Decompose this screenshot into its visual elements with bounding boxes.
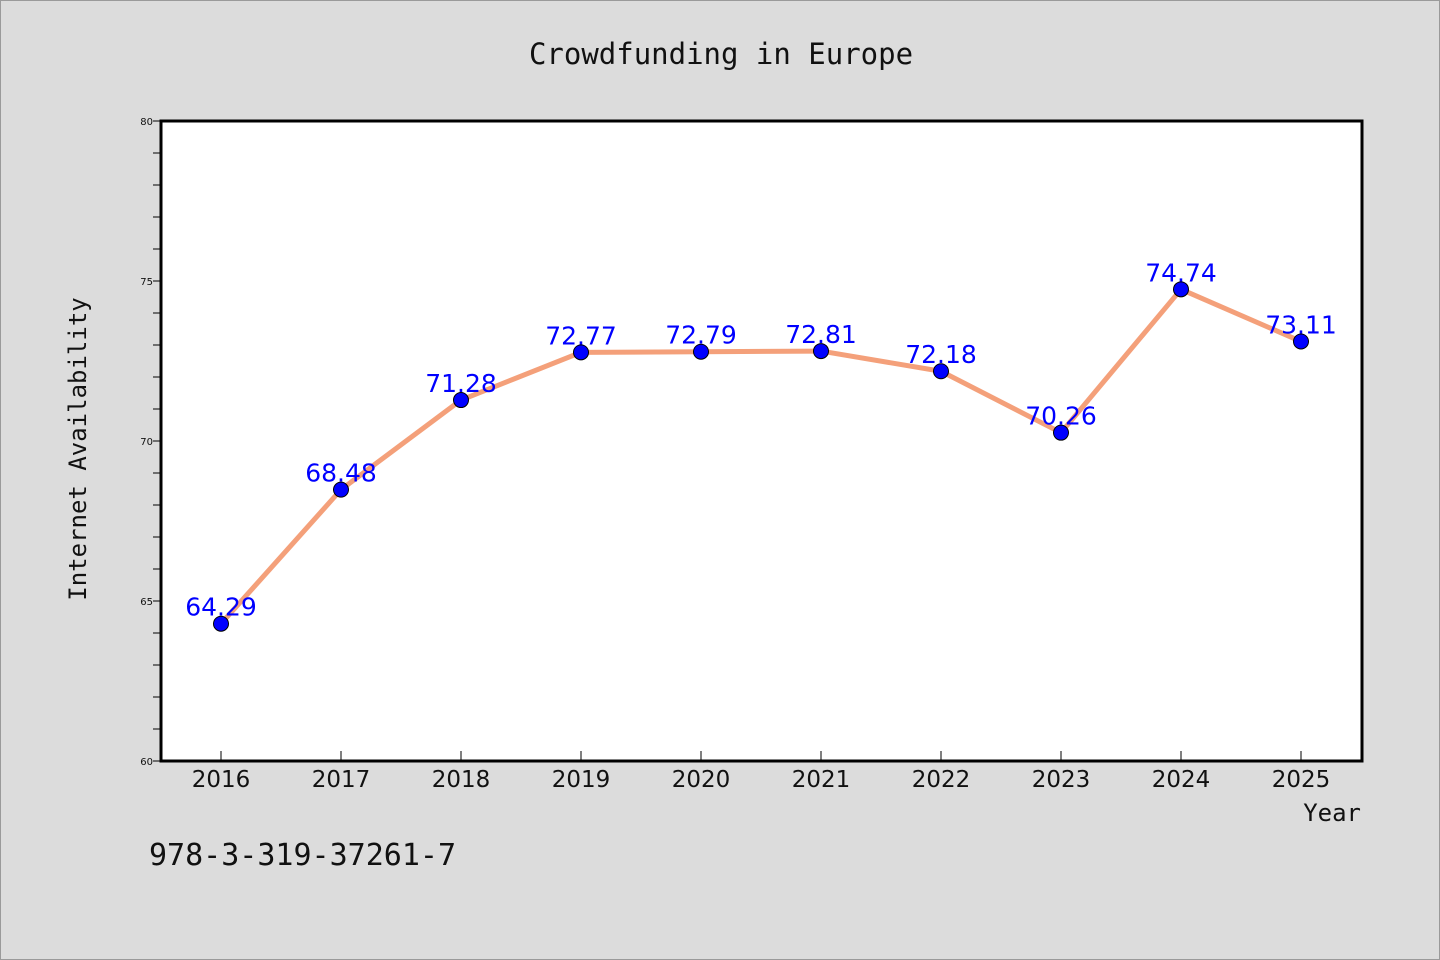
series-line [218,286,1304,627]
data-label: 73.11 [1265,310,1337,339]
x-tick-label: 2016 [192,767,251,793]
data-label: 70.26 [1025,402,1097,431]
x-tick-label: 2020 [672,767,731,793]
data-label: 74.74 [1145,258,1217,287]
x-tick-label: 2024 [1152,767,1211,793]
chart-title: Crowdfunding in Europe [529,37,913,71]
y-tick-label: 65 [140,597,153,608]
y-tick-label: 80 [140,117,153,128]
y-tick-label: 75 [140,277,153,288]
x-tick-label: 2025 [1272,767,1331,793]
data-label: 72.81 [785,320,857,349]
data-label: 68.48 [305,459,377,488]
plot-frame [159,119,1364,763]
data-label: 72.79 [665,321,737,350]
data-point [453,392,469,409]
data-point [1053,424,1069,441]
data-label: 72.18 [905,340,977,369]
data-labels: 64.29 68.48 71.28 72.77 72.79 72.81 72.18 70.26… [185,258,1337,621]
x-axis-ticks: 2016 2017 2018 2019 2020 2021 2022 2023 2024 2025 [192,751,1331,793]
y-axis-label: Internet Availability [64,297,92,600]
x-tick-label: 2018 [432,767,491,793]
y-tick-label: 60 [140,757,153,768]
data-point [213,615,229,632]
data-point [333,481,349,498]
footnote-isbn: 978-3-319-37261-7 [149,838,456,873]
x-axis-label: Year [1303,799,1361,827]
data-point [933,363,949,380]
x-tick-label: 2017 [312,767,371,793]
data-label: 72.77 [545,321,617,350]
x-tick-label: 2019 [552,767,611,793]
data-label: 64.29 [185,593,257,622]
data-point [1173,281,1189,298]
x-tick-label: 2021 [792,767,851,793]
data-point [1293,333,1309,350]
series-layer [213,281,1309,632]
data-label: 71.28 [425,369,497,398]
data-point [573,344,589,361]
data-point [693,343,709,360]
y-axis-ticks: 60 65 70 75 80 [140,117,161,768]
y-tick-label: 70 [140,437,153,448]
data-point [813,343,829,360]
x-tick-label: 2022 [912,767,971,793]
plot-area [161,121,1362,761]
x-tick-label: 2023 [1032,767,1091,793]
